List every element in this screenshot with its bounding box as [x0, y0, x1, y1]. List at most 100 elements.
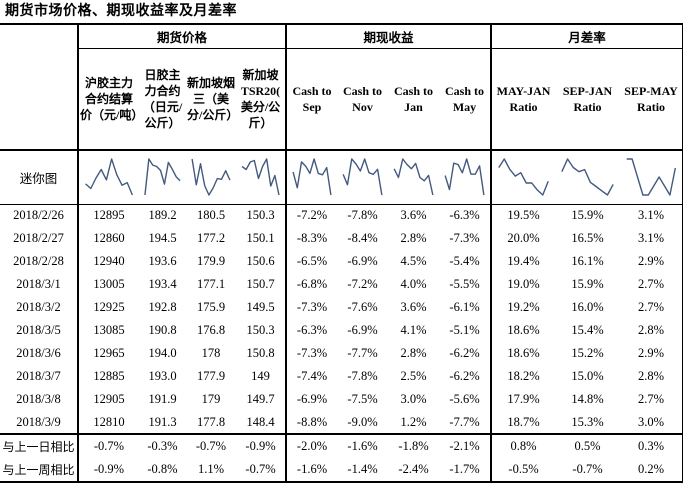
value-cell: 14.8% — [571, 392, 604, 406]
value-cell: 12885 — [93, 369, 125, 383]
table-row: 2018/3/2 12925 192.8 175.9 149.5 -7.3% -7.6% 3.… — [0, 296, 683, 319]
value-cell: -8.3% — [296, 231, 328, 245]
value-cell: 179 — [201, 392, 221, 406]
sparkline-cell — [620, 150, 683, 205]
date-cell: 2018/3/9 — [0, 411, 79, 434]
value-cell: 2.8% — [638, 323, 665, 337]
sparkline-chart — [143, 153, 182, 201]
value-cell: 150.3 — [236, 204, 288, 227]
value-cell: -0.3% — [139, 433, 186, 458]
value-cell: 15.3% — [571, 414, 604, 429]
value-cell: 15.9% — [571, 208, 604, 223]
value-cell: -0.7% — [572, 461, 603, 476]
value-cell: 0.3% — [620, 433, 683, 458]
value-cell: -5.4% — [439, 250, 493, 273]
value-cell: 0.8% — [491, 433, 556, 458]
value-cell: -6.3% — [296, 323, 328, 337]
sparkline-cell — [236, 150, 288, 205]
value-cell: 2.8% — [400, 231, 427, 245]
value-cell: 19.5% — [507, 208, 540, 223]
value-cell: 12860 — [93, 231, 125, 245]
table-row: 2018/3/6 12965 194.0 178 150.8 -7.3% -7.7% 2.8%… — [0, 342, 683, 365]
value-cell: -0.7% — [78, 433, 139, 458]
value-cell: 16.1% — [571, 254, 604, 268]
value-cell: 15.9% — [571, 277, 604, 291]
col-header-cash-to-may: Cash to May — [439, 48, 493, 151]
value-cell: 150.1 — [236, 227, 288, 250]
value-cell: -2.4% — [398, 461, 429, 476]
sparkline-chart — [392, 153, 435, 201]
sparkline-row: 迷你图 — [0, 150, 683, 205]
page-title: 期货市场价格、期现收益率及月差率 — [5, 4, 237, 19]
group-header-cash-yield: 期现收益 — [286, 24, 493, 49]
table-row: 与上一日相比 -0.7% -0.3% -0.7% -0.9% -2.0% -1.6% -1.8… — [0, 433, 683, 458]
value-cell: -6.2% — [439, 365, 493, 388]
value-cell: -7.6% — [347, 300, 378, 314]
value-cell: 180.5 — [196, 208, 226, 223]
table-row: 2018/3/9 12810 191.3 177.8 148.4 -8.8% -9.0% 1.… — [0, 411, 683, 434]
value-cell: 150.7 — [236, 273, 288, 296]
value-cell: 2.9% — [638, 254, 665, 268]
table-row: 2018/2/26 12895 189.2 180.5 150.3 -7.2% -7.8% 3… — [0, 204, 683, 227]
value-cell: 2.7% — [638, 277, 665, 291]
sparkline-cell — [491, 150, 556, 205]
value-cell: -0.5% — [508, 461, 539, 476]
value-cell: 15.2% — [571, 346, 604, 360]
value-cell: 177.8 — [196, 414, 226, 429]
value-cell: -5.1% — [439, 319, 493, 342]
value-cell: 4.5% — [400, 254, 427, 268]
value-cell: 20.0% — [507, 231, 540, 245]
summary-row-label: 与上一日相比 — [0, 433, 79, 458]
table-row: 2018/2/28 12940 193.6 179.9 150.6 -6.5% -6.9% 4… — [0, 250, 683, 273]
value-cell: -6.9% — [347, 254, 378, 268]
value-cell: 13005 — [93, 277, 125, 291]
col-header-sep-may-ratio: SEP-MAY Ratio — [620, 48, 683, 151]
date-cell: 2018/3/1 — [0, 273, 79, 296]
value-cell: -7.4% — [296, 369, 328, 383]
col-header-cash-to-sep: Cash to Sep — [286, 48, 338, 151]
date-cell: 2018/3/5 — [0, 319, 79, 342]
value-cell: -7.8% — [347, 208, 378, 223]
column-header-row: 沪胶主力合约结算价（元/吨） 日胶主力合约（日元/公斤） 新加坡烟三（美分/公斤… — [0, 48, 683, 151]
value-cell: 17.9% — [507, 392, 540, 406]
sparkline-cell — [439, 150, 493, 205]
value-cell: -7.3% — [296, 300, 328, 314]
value-cell: 150.6 — [236, 250, 288, 273]
value-cell: -7.2% — [296, 208, 328, 223]
table-row: 2018/3/8 12905 191.9 179 149.7 -6.9% -7.5% 3.0%… — [0, 388, 683, 411]
col-header-shfe-rubber: 沪胶主力合约结算价（元/吨） — [78, 48, 139, 151]
value-cell: 2.9% — [638, 346, 665, 360]
sparkline-chart — [496, 153, 551, 201]
group-header-row: 期货价格 期现收益 月差率 — [0, 24, 683, 151]
value-cell: 19.0% — [507, 277, 540, 291]
table-row: 2018/2/27 12860 194.5 177.2 150.1 -8.3% -8.4% 2… — [0, 227, 683, 250]
sparkline-chart — [341, 153, 384, 201]
corner-cell — [0, 24, 79, 151]
table-row: 2018/3/7 12885 193.0 177.9 149 -7.4% -7.8% 2.5%… — [0, 365, 683, 388]
value-cell: -1.7% — [439, 458, 493, 482]
value-cell: 15.4% — [571, 323, 604, 337]
value-cell: -6.8% — [296, 277, 328, 291]
value-cell: 0.5% — [555, 433, 621, 458]
col-header-sgx-tsr20: 新加坡TSR20(美分/公斤） — [236, 48, 288, 151]
value-cell: -2.1% — [439, 433, 493, 458]
value-cell: 150.8 — [236, 342, 288, 365]
value-cell: -6.3% — [439, 204, 493, 227]
value-cell: 193.6 — [148, 254, 177, 268]
sparkline-cell — [286, 150, 338, 205]
value-cell: 178 — [201, 346, 221, 360]
value-cell: -7.3% — [439, 227, 493, 250]
value-cell: 4.0% — [400, 277, 427, 291]
col-header-cash-to-jan: Cash to Jan — [388, 48, 440, 151]
value-cell: -0.9% — [93, 461, 125, 476]
sparkline-chart — [190, 153, 232, 201]
value-cell: -6.1% — [439, 296, 493, 319]
sparkline-cell — [186, 150, 236, 205]
value-cell: -1.6% — [337, 433, 389, 458]
sparkline-chart — [83, 153, 135, 201]
value-cell: 193.4 — [148, 277, 177, 291]
value-cell: -7.7% — [439, 411, 493, 434]
date-cell: 2018/2/28 — [0, 250, 79, 273]
sparkline-chart — [291, 153, 333, 201]
value-cell: 19.2% — [507, 300, 540, 314]
